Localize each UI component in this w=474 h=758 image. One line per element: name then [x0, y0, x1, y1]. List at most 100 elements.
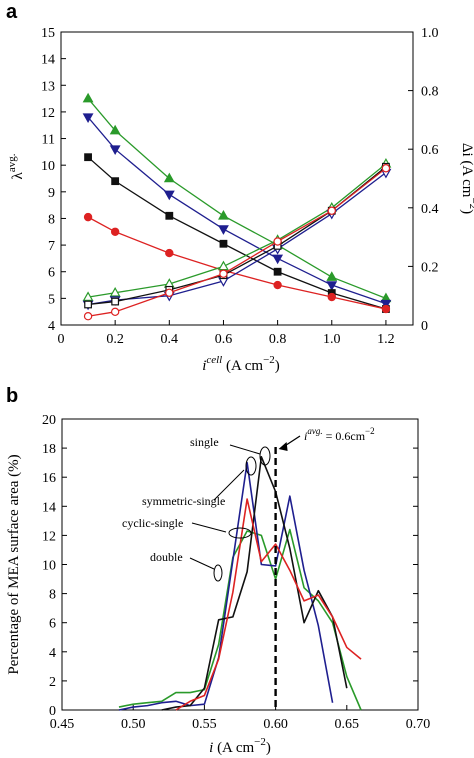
x-tick-label: 0 — [58, 332, 65, 347]
x-axis-label: icell (A cm−2) — [202, 354, 280, 374]
y-tick-label: 10 — [41, 159, 55, 174]
y-tick-label: 8 — [48, 212, 55, 227]
series-4-point — [218, 260, 229, 271]
x-tick-label: 0.55 — [192, 717, 217, 732]
y2-axis-label-sup: −2 — [467, 197, 474, 209]
x-tick-label: 0.6 — [215, 332, 233, 347]
series-1-point — [272, 254, 284, 265]
x-axis-label-sup: cell — [206, 354, 222, 366]
series-6-line — [88, 166, 387, 306]
average-current-label-sup2: −2 — [365, 426, 375, 436]
annotation-symmetric-single-leader — [213, 469, 245, 501]
y-tick-label: 9 — [48, 186, 55, 201]
series-6-point — [111, 297, 120, 306]
x-axis-label-unit: (A cm — [222, 358, 263, 374]
series-3-line — [175, 498, 362, 711]
series-7-point — [110, 307, 120, 317]
panel-a-chart: 4 5 6 7 8 9 10 11 12 13 14 15 0 0.2 0.4 0.6 0.8 1.0 0 0.2 0.… — [6, 26, 474, 374]
annotation-symmetric-single-ellipse — [245, 456, 257, 476]
series-7-point — [165, 288, 174, 297]
x-axis-label-unit: (A cm — [213, 740, 254, 756]
average-current-label: iavg. = 0.6cm−2 — [304, 426, 375, 443]
series-2-point — [273, 267, 282, 276]
average-current-label-sup: avg. — [307, 426, 322, 436]
annotation-cyclic-single-ellipse — [228, 527, 252, 539]
y-tick-label: 12 — [41, 106, 55, 121]
series-6-point — [84, 300, 92, 309]
series-0-point — [163, 172, 175, 183]
series-7-line — [87, 167, 387, 317]
y-tick-label: 4 — [49, 646, 56, 661]
y2-tick-label: 0.4 — [421, 202, 439, 217]
x-tick-label: 1.0 — [323, 332, 341, 347]
x-axis-label-close: ) — [266, 740, 271, 756]
series-1-point — [163, 190, 175, 201]
series-1-point — [326, 281, 338, 291]
series-7-point — [327, 206, 336, 215]
y-tick-label: 12 — [42, 529, 56, 544]
series-1-point — [109, 145, 121, 156]
plot-frame — [61, 418, 419, 711]
series-3-point — [110, 227, 120, 236]
annotation-single-text: single — [190, 435, 219, 449]
series-3-point — [381, 304, 391, 314]
panel-b-label: b — [6, 385, 18, 407]
y-tick-label: 6 — [48, 266, 55, 281]
series-0-point — [218, 209, 229, 220]
x-axis-label-unit-sup: −2 — [263, 354, 275, 366]
y-tick-label: 0 — [49, 704, 56, 719]
y2-tick-label: 0.8 — [421, 85, 439, 100]
series-7-point — [273, 237, 282, 246]
y-tick-label: 5 — [48, 292, 55, 307]
series-2-line — [87, 156, 387, 310]
y2-axis-label-close: ) — [459, 209, 474, 214]
x-tick-label: 0.65 — [335, 717, 360, 732]
x-axis-label-symbol: i — [209, 740, 213, 756]
annotation-double-ellipse — [213, 564, 223, 582]
x-tick-label: 0.45 — [50, 717, 75, 732]
series-3-point — [165, 248, 174, 258]
x-tick-label: 0.2 — [106, 332, 124, 347]
series-1-line — [118, 461, 334, 711]
series-4-line — [87, 163, 387, 298]
y-tick-label: 8 — [49, 588, 56, 603]
annotation-cyclic-single-text: cyclic-single — [122, 516, 183, 530]
y-tick-label: 6 — [49, 617, 56, 632]
annotation-cyclic-single-leader — [191, 522, 227, 533]
series-2-point — [84, 153, 92, 162]
series-4-point — [82, 291, 94, 301]
y2-tick-label: 0.2 — [421, 260, 439, 275]
series-3-point — [83, 212, 93, 222]
y-tick-label: 20 — [42, 413, 56, 428]
series-0-point — [82, 92, 94, 103]
y2-tick-label: 1.0 — [421, 26, 439, 41]
series-2-point — [219, 239, 228, 248]
y-tick-label: 2 — [49, 675, 56, 690]
series-1-point — [380, 299, 392, 310]
series-4-point — [109, 286, 121, 297]
series-3-point — [273, 280, 282, 290]
y-tick-label: 15 — [41, 26, 55, 41]
annotation-symmetric-single-text: symmetric-single — [142, 494, 225, 508]
average-current-arrowhead — [278, 442, 288, 451]
y-tick-label: 16 — [42, 471, 56, 486]
y2-tick-label: 0 — [421, 319, 428, 334]
series-1-point — [82, 113, 94, 124]
y2-tick-label: 0.6 — [421, 143, 439, 158]
x-axis-label: i (A cm−2) — [209, 736, 271, 756]
series-0-point — [109, 124, 121, 135]
y-axis-label: Percentage of MEA surface area (%) — [6, 454, 22, 674]
y-axis-label: λavg. — [6, 153, 26, 179]
series-2-point — [111, 177, 120, 186]
y-tick-label: 18 — [42, 442, 56, 457]
average-current-label-symbol: i — [304, 429, 307, 443]
panel-b-chart: 0 2 4 6 8 10 12 14 16 18 20 0.45 0.50 0.55 0.60 0.65 0.7… — [6, 413, 430, 756]
x-tick-label: 0.50 — [121, 717, 146, 732]
y-tick-label: 14 — [42, 500, 56, 515]
series-7-point — [219, 269, 228, 278]
series-1-point — [218, 225, 229, 235]
y-tick-label: 11 — [42, 133, 55, 148]
y-tick-label: 13 — [41, 79, 55, 94]
plot-frame — [60, 31, 414, 326]
